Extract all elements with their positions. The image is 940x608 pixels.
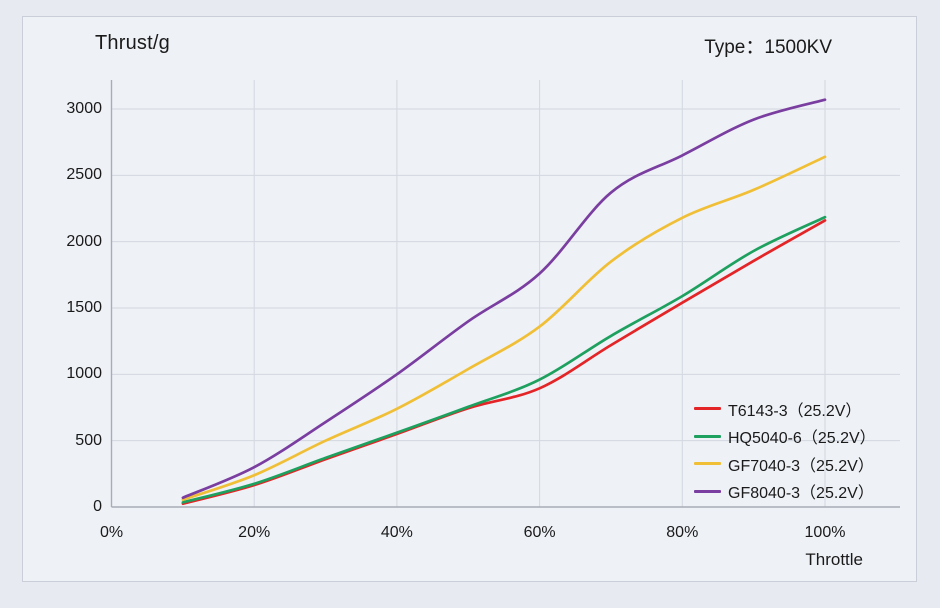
y-tick-label: 1000 (66, 365, 102, 383)
legend-item: HQ5040-6（25.2V） (694, 423, 920, 451)
legend-line-marker (694, 434, 721, 438)
legend-item-label: HQ5040-6（25.2V） (728, 430, 876, 448)
y-tick-label: 2000 (66, 232, 102, 250)
chart-panel (22, 16, 917, 582)
legend-item: T6143-3（25.2V） (694, 395, 920, 423)
legend-item-label: GF7040-3（25.2V） (728, 457, 874, 475)
y-tick-label: 500 (75, 431, 102, 449)
x-tick-label: 0% (99, 524, 124, 541)
x-tick-label: 60% (523, 524, 556, 541)
legend-line-marker (694, 407, 721, 411)
series-line-1 (181, 215, 827, 504)
y-tick-label: 3000 (66, 100, 102, 117)
legend-item: GF8040-3（25.2V） (694, 478, 920, 506)
legend: T6143-3（25.2V） HQ5040-6（25.2V） GF7040-3（25… (694, 395, 920, 505)
legend-item-label: T6143-3（25.2V） (728, 402, 862, 420)
x-tick-label: 100% (804, 524, 846, 541)
x-tick-label: 20% (238, 524, 271, 541)
type-label: Type：1500KV (704, 37, 832, 58)
legend-item-label: GF8040-3（25.2V） (728, 485, 874, 503)
y-tick-label: 0 (93, 498, 102, 515)
x-tick-label: 40% (380, 524, 413, 541)
legend-item: GF7040-3（25.2V） (694, 450, 920, 478)
x-tick-label: 80% (666, 524, 699, 541)
y-tick-label: 1500 (66, 299, 102, 316)
y-tick-label: 2500 (66, 166, 102, 184)
series-line-2 (181, 155, 827, 502)
series-line-3 (181, 98, 827, 500)
legend-line-marker (694, 489, 721, 493)
legend-line-marker (694, 462, 721, 466)
x-axis-title: Throttle (805, 550, 863, 569)
chart-title: Thrust/g (95, 32, 170, 54)
